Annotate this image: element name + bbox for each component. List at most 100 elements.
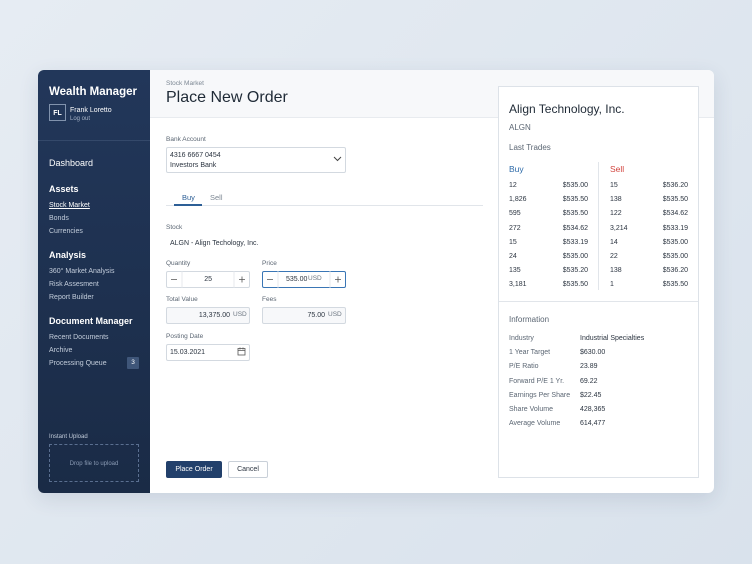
nav-item[interactable]: Processing Queue	[49, 360, 107, 367]
fees-unit: USD	[328, 311, 342, 318]
trade-price: $536.20	[662, 267, 688, 275]
user-name: Frank Loretto	[70, 107, 112, 114]
trade-price: $535.50	[662, 281, 688, 289]
info-label: 1 Year Target	[509, 349, 551, 357]
info-label: Share Volume	[509, 406, 553, 413]
trade-price: $533.19	[562, 238, 588, 246]
nav-item[interactable]: Archive	[49, 347, 73, 354]
trade-qty: 138	[610, 196, 622, 204]
trade-price: $535.00	[662, 238, 688, 246]
info-label: Earnings Per Share	[509, 391, 571, 399]
price-unit: USD	[308, 275, 322, 282]
fees-value: 75.00	[307, 312, 325, 319]
ticker: ALGN	[509, 123, 531, 132]
nav-section: Assets	[49, 184, 79, 194]
trade-price: $535.00	[662, 253, 688, 260]
trade-qty: 1	[610, 281, 614, 289]
bank-number: 4316 6667 0454	[170, 152, 221, 159]
queue-badge: 3	[127, 357, 139, 369]
dropzone[interactable]: Drop file to upload	[49, 444, 139, 482]
info-label: Industry	[509, 335, 534, 342]
info-value: 23.89	[580, 363, 598, 371]
info-title: Information	[509, 315, 550, 324]
info-value: 69.22	[580, 377, 598, 385]
tab-underline	[174, 204, 202, 206]
field-label: Fees	[262, 296, 277, 303]
field-label: Total Value	[166, 296, 198, 303]
trade-price: $535.50	[562, 210, 588, 218]
date-input[interactable]	[166, 344, 250, 361]
calendar-icon	[237, 347, 246, 356]
page-title: Place New Order	[166, 89, 288, 106]
trade-qty: 15	[509, 238, 517, 246]
submit-button[interactable]: Place Order	[166, 461, 222, 478]
info-value: $630.00	[580, 349, 606, 357]
chevron-icon	[333, 156, 342, 162]
trades-title: Last Trades	[509, 143, 551, 152]
trade-price: $535.00	[562, 182, 588, 189]
avatar: FL	[49, 104, 66, 121]
trade-price: $535.50	[662, 196, 688, 204]
trade-price: $535.00	[562, 253, 588, 260]
bank-name: Investors Bank	[170, 162, 217, 169]
divider	[38, 140, 150, 141]
trade-qty: 24	[509, 253, 517, 260]
trade-qty: 22	[610, 253, 618, 260]
info-label: Average Volume	[509, 420, 561, 428]
info-value: Industrial Specialties	[580, 335, 645, 342]
trade-qty: 135	[509, 267, 521, 275]
app-title: Wealth Manager	[49, 86, 137, 98]
info-label: Forward P/E 1 Yr.	[509, 377, 565, 385]
sell-title: Sell	[610, 164, 625, 174]
nav-dashboard[interactable]: Dashboard	[49, 158, 94, 168]
trade-price: $536.20	[662, 182, 688, 189]
info-value: $22.45	[580, 391, 602, 399]
trade-qty: 122	[610, 210, 622, 218]
total-unit: USD	[233, 311, 247, 318]
quantity-input[interactable]	[166, 271, 250, 288]
date-value: 15.03.2021	[170, 349, 206, 356]
trade-price: $535.50	[562, 196, 588, 204]
trade-price: $535.20	[562, 267, 588, 275]
price-value: 535.00	[286, 276, 308, 283]
tab-sell[interactable]: Sell	[210, 193, 223, 202]
nav-item[interactable]: 360° Market Analysis	[49, 268, 115, 275]
nav-item[interactable]: Currencies	[49, 228, 83, 235]
field-label: Stock	[166, 224, 183, 231]
tabs-line	[166, 205, 483, 206]
total-input	[166, 307, 250, 324]
company-name: Align Technology, Inc.	[509, 102, 625, 116]
fees-input[interactable]	[262, 307, 346, 324]
price-input[interactable]	[262, 271, 346, 288]
info-label: P/E Ratio	[509, 363, 539, 371]
total-value: 13,375.00	[198, 312, 230, 319]
nav-item[interactable]: Recent Documents	[49, 334, 109, 341]
trade-qty: 15	[610, 182, 618, 189]
nav-item[interactable]: Stock Market	[49, 202, 90, 209]
buy-title: Buy	[509, 164, 524, 174]
breadcrumb: Stock Market	[166, 80, 204, 87]
trade-price: $534.62	[662, 210, 688, 218]
trade-qty: 1,826	[509, 196, 527, 204]
bank-select[interactable]	[166, 147, 346, 173]
upload-label: Instant Upload	[49, 434, 88, 440]
info-value: 614,477	[580, 420, 606, 428]
nav-item[interactable]: Report Builder	[49, 294, 94, 301]
nav-item[interactable]: Bonds	[49, 215, 69, 222]
nav-section: Document Manager	[49, 316, 133, 326]
cancel-button[interactable]: Cancel	[228, 461, 268, 478]
trade-qty: 14	[610, 238, 618, 246]
trade-qty: 272	[509, 224, 521, 232]
quantity-value: 25	[204, 276, 212, 283]
nav-section: Analysis	[49, 250, 87, 260]
nav-item[interactable]: Risk Assesment	[49, 281, 99, 288]
trade-qty: 595	[509, 210, 521, 218]
field-label: Quantity	[166, 260, 191, 267]
tab-buy[interactable]: Buy	[182, 193, 195, 202]
trade-qty: 3,181	[509, 281, 527, 289]
trade-price: $534.62	[562, 224, 588, 232]
stock-value: ALGN - Align Techology, Inc.	[170, 240, 259, 247]
logout-link[interactable]: Log out	[70, 116, 91, 122]
field-label: Price	[262, 260, 277, 267]
